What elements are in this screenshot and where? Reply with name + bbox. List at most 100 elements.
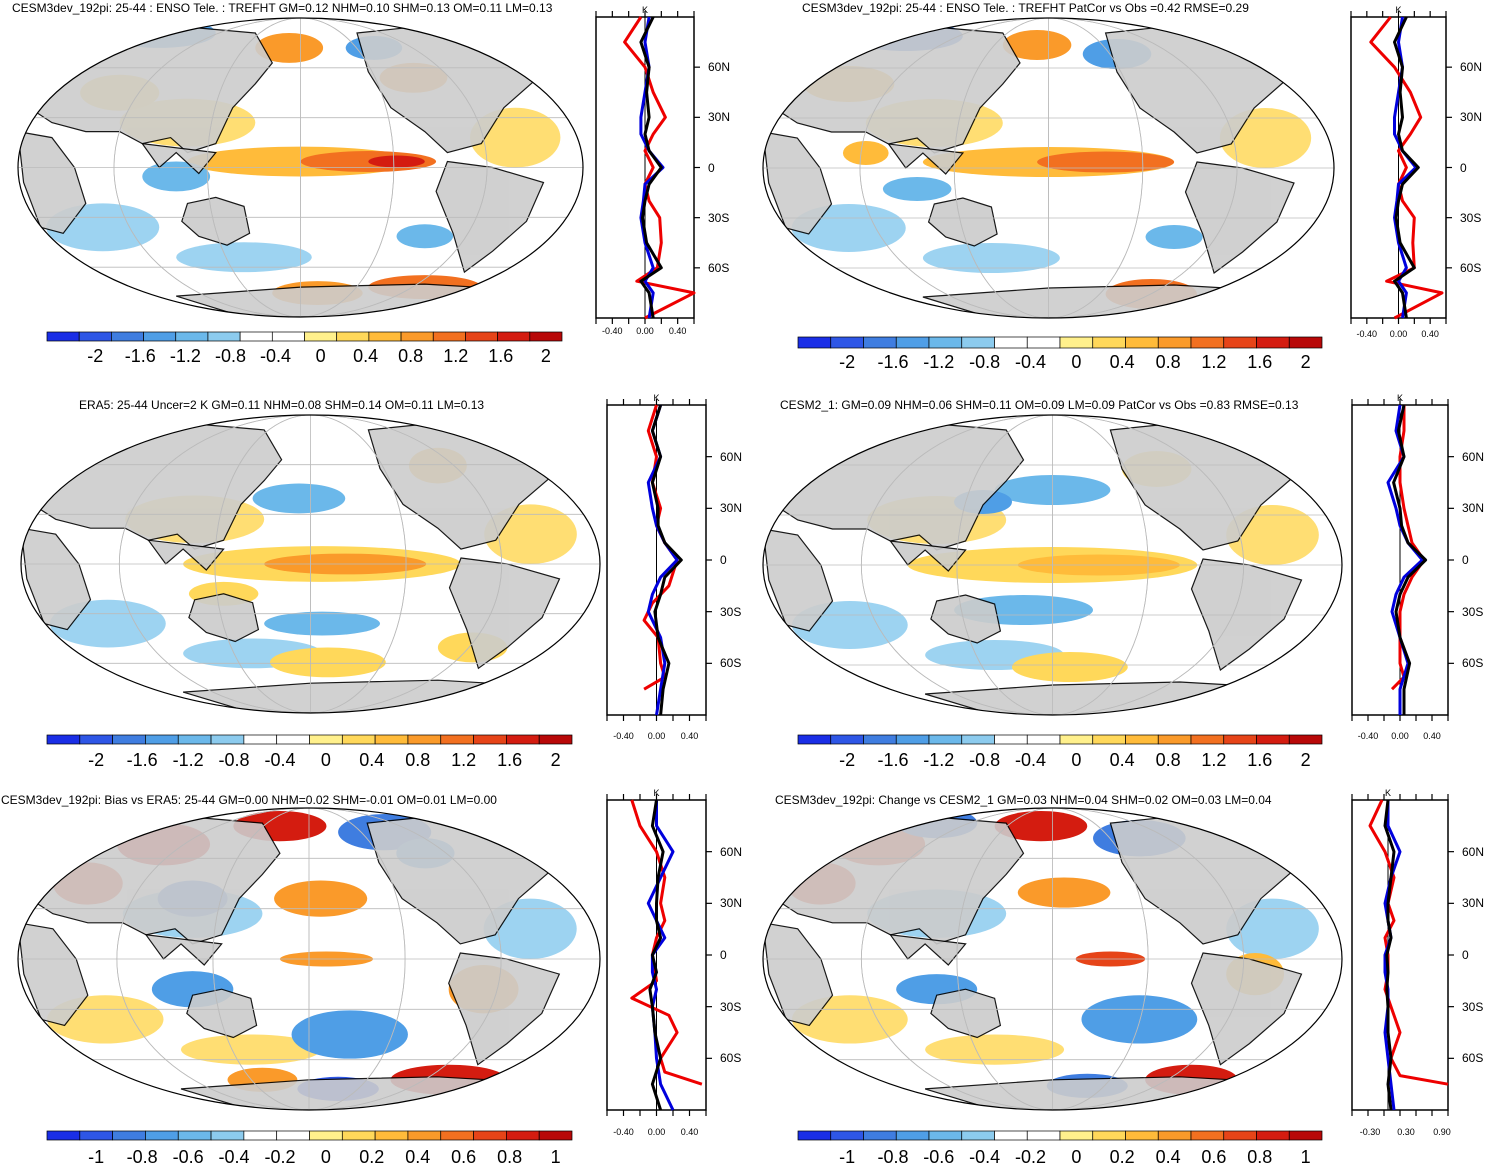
colorbar-box — [337, 332, 369, 341]
colorbar-label: -0.4 — [1009, 750, 1053, 771]
colorbar-label: 0.4 — [396, 1147, 440, 1168]
colorbar-box — [1191, 337, 1224, 348]
field-anomaly — [843, 141, 889, 165]
field-patch — [923, 243, 1060, 273]
zonal-lat-label: 30S — [720, 1000, 741, 1014]
map-p5 — [18, 808, 600, 1110]
map-p3 — [21, 415, 600, 713]
zonal-x-label: 0.40 — [1410, 329, 1450, 339]
colorbar-label: 0.4 — [1146, 1147, 1190, 1168]
colorbar-box — [178, 735, 211, 744]
colorbar-label: 2 — [1284, 750, 1328, 771]
zonal-x-label: -0.30 — [1350, 1127, 1390, 1137]
zonal-lat-label: 60S — [708, 261, 729, 275]
zonal-frame — [1352, 800, 1448, 1110]
colorbar-box — [310, 1131, 343, 1140]
colorbar-box — [1224, 337, 1257, 348]
colorbar-box — [896, 337, 929, 348]
colorbar-label: 0.6 — [442, 1147, 486, 1168]
zonal-lat-label: 30S — [1462, 605, 1483, 619]
colorbar-box — [408, 735, 441, 744]
colorbar-box — [798, 337, 831, 348]
colorbar-label: -0.8 — [871, 1147, 915, 1168]
field-anomaly — [397, 224, 454, 248]
zonal-lat-label: 30S — [720, 605, 741, 619]
panel-title: CESM2_1: GM=0.09 NHM=0.06 SHM=0.11 OM=0.… — [780, 398, 1298, 412]
zonal-unit-label: K — [647, 393, 667, 403]
colorbar-label: 0.2 — [1100, 1147, 1144, 1168]
zonal-lat-label: 0 — [1462, 553, 1469, 567]
zonal-lat-label: 30N — [1460, 110, 1482, 124]
colorbar-label: -0.6 — [166, 1147, 210, 1168]
field-anomaly — [1018, 877, 1111, 907]
colorbar-box — [1158, 337, 1191, 348]
colorbar-label: 1.6 — [1238, 352, 1282, 373]
zonal-x-label: 0.30 — [1386, 1127, 1426, 1137]
panel-title: ERA5: 25-44 Uncer=2 K GM=0.11 NHM=0.08 S… — [79, 398, 484, 412]
colorbar-box — [1289, 337, 1322, 348]
zonal-x-label: 0.40 — [658, 326, 698, 336]
colorbar-label: -0.2 — [1009, 1147, 1053, 1168]
field-anomaly — [1037, 152, 1174, 173]
panel-title: CESM3dev_192pi: 25-44 : ENSO Tele. : TRE… — [12, 1, 552, 15]
colorbar-label: -1.6 — [871, 352, 915, 373]
colorbar-box — [244, 1131, 277, 1140]
colorbar-box — [113, 1131, 146, 1140]
colorbar-box — [244, 735, 277, 744]
colorbar-box — [831, 337, 864, 348]
colorbar-box — [798, 1131, 831, 1140]
colorbar-label: 0 — [304, 750, 348, 771]
colorbar-label: -0.4 — [1009, 352, 1053, 373]
zonal-lat-label: 60S — [720, 656, 741, 670]
panel-title: CESM3dev_192pi: 25-44 : ENSO Tele. : TRE… — [802, 1, 1249, 15]
colorbar-label: -0.8 — [963, 750, 1007, 771]
colorbar-box — [896, 1131, 929, 1140]
colorbar-label: 1.6 — [479, 346, 523, 367]
zonal-series-blue — [648, 405, 677, 715]
zonal-lat-label: 0 — [720, 948, 727, 962]
colorbar-box — [1060, 1131, 1093, 1140]
field-anomaly — [368, 156, 425, 168]
zonal-lat-label: 60N — [720, 845, 742, 859]
colorbar-label: -0.8 — [120, 1147, 164, 1168]
zonal-unit-label: K — [647, 788, 667, 798]
colorbar-box — [79, 332, 111, 341]
colorbar-box — [929, 1131, 962, 1140]
colorbar-box — [831, 1131, 864, 1140]
zonal-lat-label: 30S — [1462, 1000, 1483, 1014]
colorbar-box — [47, 735, 80, 744]
zonal-lat-label: 0 — [1462, 948, 1469, 962]
panel-p1 — [18, 11, 700, 341]
map-p4 — [763, 415, 1342, 715]
colorbar-box — [995, 1131, 1028, 1140]
colorbar-label: -0.2 — [258, 1147, 302, 1168]
zonal-lat-label: 60S — [1462, 656, 1483, 670]
field-anomaly — [883, 177, 952, 201]
colorbar-label: -0.4 — [254, 346, 298, 367]
colorbar-box — [1027, 337, 1060, 348]
colorbar-label: 0 — [1054, 750, 1098, 771]
colorbar-box — [995, 337, 1028, 348]
colorbar-label: 1 — [1284, 1147, 1328, 1168]
colorbar-box — [1289, 1131, 1322, 1140]
colorbar-box — [1224, 1131, 1257, 1140]
zonal-x-label: 0.90 — [1422, 1127, 1462, 1137]
colorbar-label: -2 — [73, 346, 117, 367]
zonal-lat-label: 60N — [1462, 450, 1484, 464]
colorbar-box — [1191, 1131, 1224, 1140]
colorbar-box — [1257, 1131, 1290, 1140]
colorbar-label: 1.2 — [1192, 750, 1236, 771]
colorbar-box — [178, 1131, 211, 1140]
field-anomaly — [1012, 652, 1128, 682]
zonal-lat-label: 30N — [1462, 501, 1484, 515]
colorbar-box — [369, 332, 401, 341]
colorbar-box — [1060, 337, 1093, 348]
colorbar-label: 1.2 — [1192, 352, 1236, 373]
colorbar-box — [145, 1131, 178, 1140]
colorbar-box — [342, 735, 375, 744]
colorbar-box — [80, 735, 113, 744]
colorbar-box — [211, 735, 244, 744]
colorbar-label: 0.4 — [1100, 750, 1144, 771]
